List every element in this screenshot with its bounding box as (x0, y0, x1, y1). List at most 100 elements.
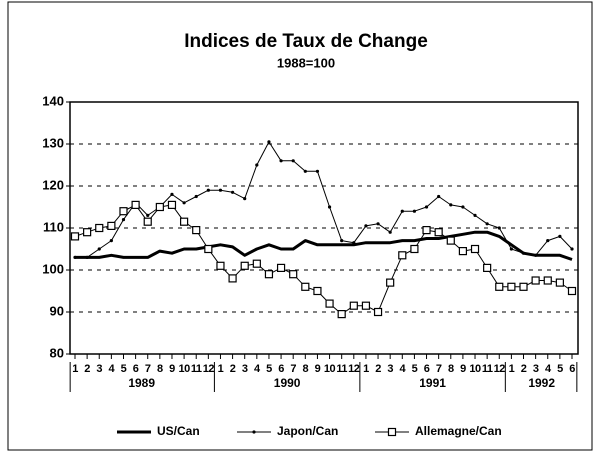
point (279, 159, 283, 163)
legend-item: Allemagne/Can (375, 424, 502, 438)
point (267, 140, 271, 144)
x-tick-label: 8 (157, 363, 163, 375)
point (264, 270, 274, 279)
point (73, 255, 77, 259)
x-tick-label: 6 (569, 363, 575, 375)
point (437, 194, 441, 199)
x-tick-label: 9 (460, 363, 466, 375)
point (546, 239, 550, 243)
x-tick-label: 10 (469, 363, 481, 375)
point (458, 247, 468, 256)
point (485, 222, 489, 226)
point (449, 203, 453, 207)
point (521, 251, 526, 255)
point (206, 188, 210, 192)
point (364, 224, 368, 228)
point (497, 226, 501, 230)
x-tick-label: 11 (191, 363, 202, 375)
point (107, 221, 116, 230)
legend-label: US/Can (157, 424, 200, 438)
year-label: 1990 (274, 376, 301, 390)
point (398, 251, 407, 260)
point (291, 159, 295, 163)
legend-label: Allemagne/Can (415, 424, 502, 438)
point (218, 188, 223, 192)
point (558, 234, 562, 238)
point (204, 244, 213, 254)
point (483, 263, 492, 272)
point (109, 239, 113, 243)
x-tick-label: 4 (109, 363, 116, 375)
x-tick-label: 3 (387, 363, 393, 375)
point (325, 299, 334, 308)
point (461, 205, 465, 209)
point (424, 205, 429, 209)
x-tick-label: 5 (121, 363, 127, 375)
point (167, 200, 177, 209)
x-tick-label: 12 (203, 363, 215, 375)
point (230, 190, 235, 194)
x-tick-label: 2 (375, 363, 381, 375)
point (97, 247, 101, 251)
x-tick-label: 6 (133, 363, 139, 375)
point (337, 310, 346, 319)
point (400, 209, 404, 213)
point (255, 163, 259, 167)
point (216, 261, 225, 270)
point (446, 236, 455, 245)
point (422, 226, 431, 235)
point (70, 232, 80, 241)
point (509, 247, 513, 251)
point (386, 278, 395, 287)
point (376, 222, 380, 226)
x-tick-label: 6 (424, 363, 430, 375)
point (473, 213, 477, 217)
point (327, 205, 332, 209)
x-tick-label: 3 (533, 363, 539, 375)
point (352, 241, 356, 245)
point (315, 169, 320, 173)
x-tick-label: 1 (218, 363, 224, 375)
x-tick-label: 4 (399, 363, 406, 375)
point (387, 427, 397, 437)
x-tick-label: 5 (266, 363, 272, 375)
point (303, 169, 307, 173)
x-tick-label: 9 (315, 363, 321, 375)
chart-title: Indices de Taux de Change (184, 31, 428, 52)
point (555, 278, 564, 287)
x-tick-label: 1 (363, 363, 369, 375)
point (313, 286, 322, 296)
point (361, 301, 371, 310)
year-label: 1991 (419, 376, 446, 390)
series-line (75, 230, 573, 261)
y-tick-label: 140 (42, 93, 64, 108)
chart-subtitle: 1988=100 (277, 55, 335, 70)
point (179, 217, 189, 226)
point (146, 213, 150, 217)
point (388, 230, 392, 234)
y-tick-label: 130 (42, 135, 64, 150)
point (170, 192, 174, 196)
point (495, 282, 504, 291)
point (143, 217, 152, 226)
point (192, 226, 201, 235)
x-tick-label: 4 (254, 363, 261, 375)
frame (7, 1, 593, 451)
x-tick-label: 10 (178, 363, 190, 375)
point (289, 270, 298, 279)
y-tick-label: 100 (42, 261, 64, 276)
x-tick-label: 8 (448, 363, 454, 375)
point (85, 255, 89, 259)
x-tick-label: 7 (290, 363, 296, 375)
point (119, 207, 128, 216)
point (349, 301, 358, 310)
point (434, 228, 443, 237)
point (83, 228, 92, 237)
point (570, 247, 574, 251)
point (373, 307, 383, 317)
x-tick-label: 5 (412, 363, 418, 375)
point (340, 239, 344, 243)
x-tick-label: 10 (324, 363, 336, 375)
x-tick-label: 8 (303, 363, 309, 375)
